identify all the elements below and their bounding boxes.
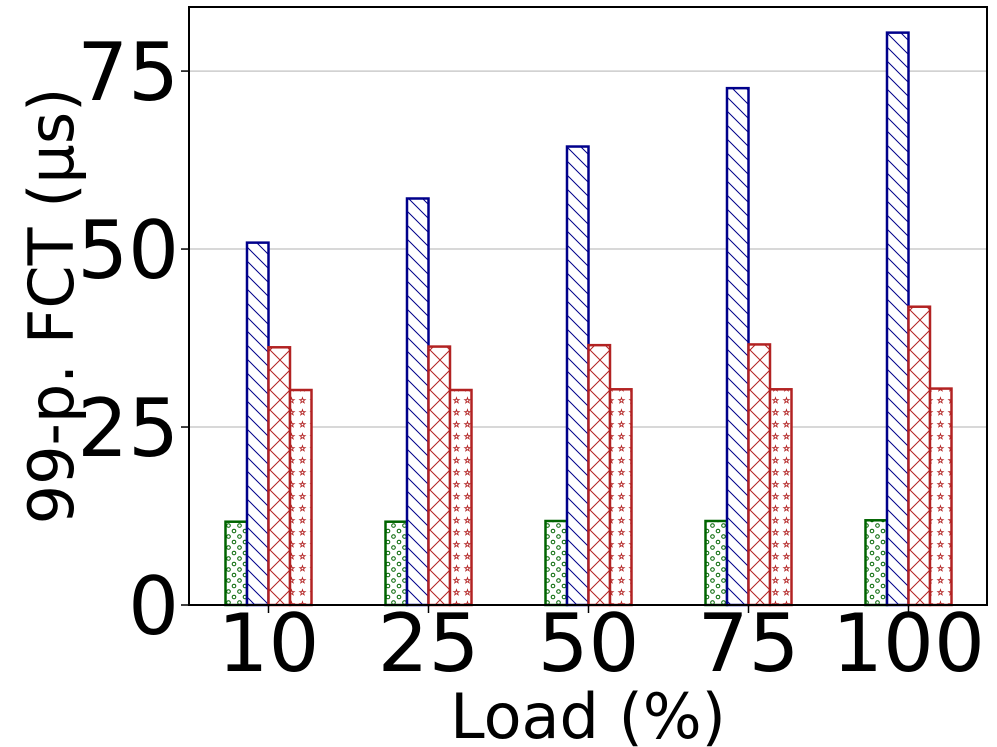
- bar-series-4-10: [288, 388, 313, 607]
- bar-series-3-100: [907, 305, 932, 607]
- x-tick-label: 10: [218, 597, 320, 690]
- bar-layer: [224, 31, 953, 607]
- x-tick-label: 75: [698, 597, 800, 690]
- bar-series-2-75: [725, 86, 750, 607]
- bar-series-4-50: [608, 388, 633, 607]
- bar-series-2-25: [405, 197, 430, 607]
- x-axis-title: Load (%): [450, 680, 726, 747]
- y-tick-label: 50: [77, 204, 179, 297]
- bar-series-3-75: [747, 343, 772, 607]
- x-tick-label: 100: [832, 597, 985, 690]
- bar-series-4-75: [768, 388, 793, 607]
- bar-series-1-50: [544, 519, 569, 607]
- bar-series-4-25: [448, 388, 473, 607]
- x-tick-label: 25: [378, 597, 480, 690]
- bar-series-1-75: [704, 519, 729, 607]
- bar-series-4-100: [928, 387, 953, 607]
- x-tick-label: 50: [538, 597, 640, 690]
- y-tick-label: 0: [128, 560, 179, 653]
- bar-series-2-50: [565, 145, 590, 607]
- y-tick-label: 25: [77, 382, 179, 475]
- bar-series-1-25: [384, 520, 409, 607]
- bar-series-2-10: [245, 241, 270, 607]
- bar-series-3-10: [267, 346, 292, 607]
- tick-layer: 0 25 50 75 10 25 50 75 100: [77, 26, 985, 690]
- bar-series-1-10: [224, 520, 249, 607]
- bar-series-1-100: [864, 519, 889, 607]
- bar-series-3-25: [427, 345, 452, 607]
- y-tick-label: 75: [77, 26, 179, 119]
- y-axis-title: 99-p. FCT (μs): [15, 88, 88, 525]
- bar-series-2-100: [885, 31, 910, 607]
- bar-series-3-50: [587, 343, 612, 607]
